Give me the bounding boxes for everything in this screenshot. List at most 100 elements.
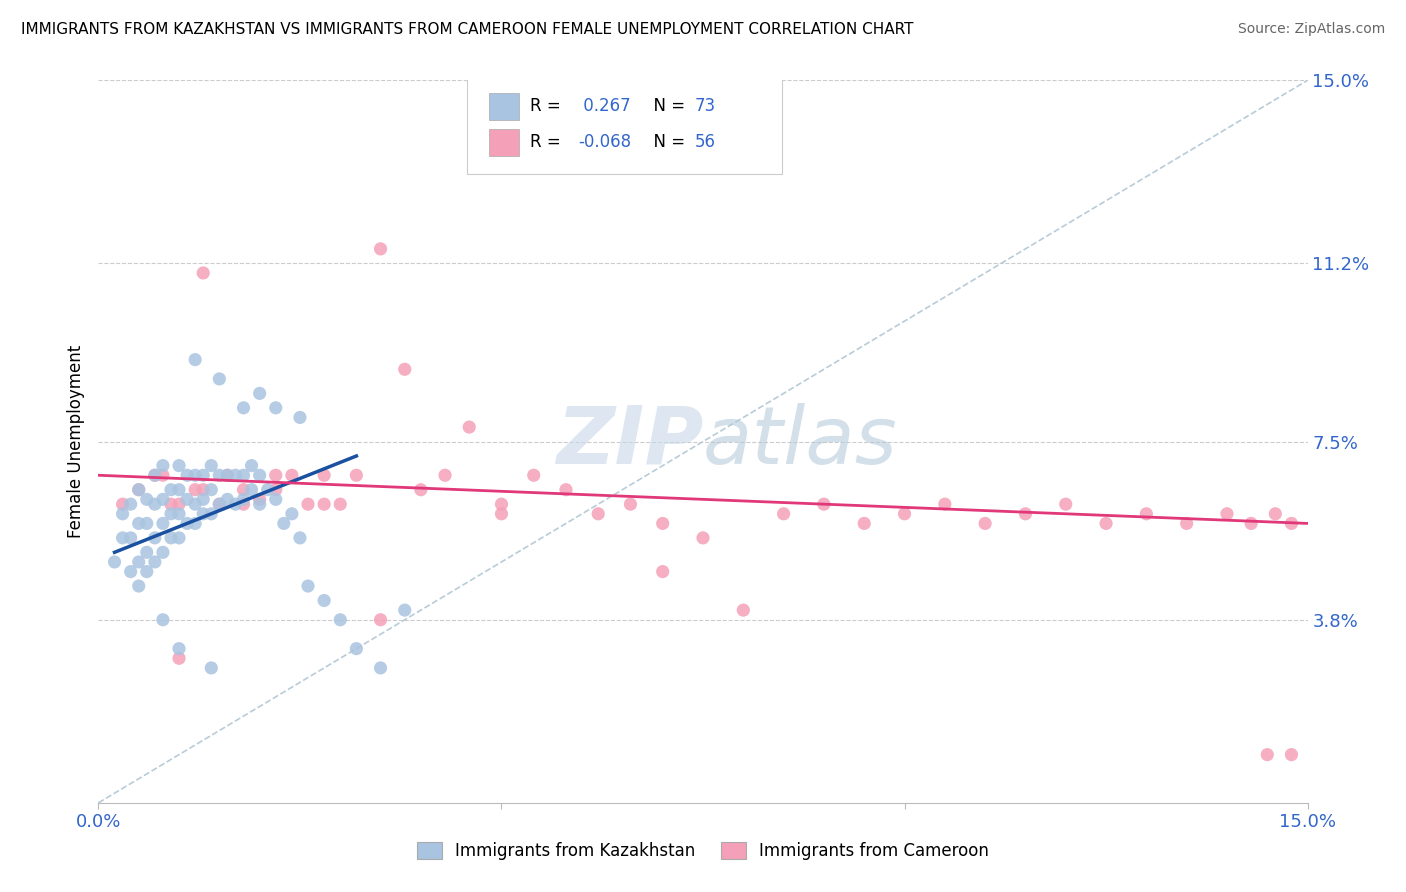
Point <box>232 492 254 507</box>
Point <box>281 507 304 521</box>
Point <box>1135 507 1157 521</box>
Point <box>1054 497 1077 511</box>
Point <box>370 242 392 256</box>
Point <box>160 507 183 521</box>
Point <box>176 492 198 507</box>
Point <box>160 497 183 511</box>
Point <box>1281 747 1303 762</box>
Point <box>523 468 546 483</box>
Point <box>1216 507 1239 521</box>
Text: 0.267: 0.267 <box>578 97 631 115</box>
Point <box>314 593 336 607</box>
Point <box>458 420 481 434</box>
Point <box>167 531 190 545</box>
Point <box>152 492 174 507</box>
Y-axis label: Female Unemployment: Female Unemployment <box>66 345 84 538</box>
Text: -0.068: -0.068 <box>578 134 631 152</box>
Point <box>135 516 157 531</box>
Point <box>409 483 432 497</box>
Point <box>893 507 915 521</box>
Point <box>249 492 271 507</box>
Point <box>167 651 190 665</box>
Point <box>143 468 166 483</box>
Text: R =: R = <box>530 134 567 152</box>
Point <box>167 458 190 473</box>
Point <box>555 483 578 497</box>
Point <box>128 483 150 497</box>
Text: N =: N = <box>643 134 690 152</box>
Point <box>232 497 254 511</box>
Text: atlas: atlas <box>703 402 898 481</box>
Point <box>176 468 198 483</box>
Point <box>370 613 392 627</box>
Point <box>176 516 198 531</box>
Point <box>200 458 222 473</box>
Point <box>297 497 319 511</box>
Point <box>491 497 513 511</box>
Point <box>143 555 166 569</box>
Point <box>160 483 183 497</box>
Point <box>120 531 142 545</box>
Legend: Immigrants from Kazakhstan, Immigrants from Cameroon: Immigrants from Kazakhstan, Immigrants f… <box>411 835 995 867</box>
Point <box>193 468 215 483</box>
Point <box>329 613 352 627</box>
Point <box>111 507 134 521</box>
Point <box>103 555 125 569</box>
Point <box>288 410 311 425</box>
Point <box>135 492 157 507</box>
Text: 56: 56 <box>695 134 716 152</box>
Point <box>733 603 755 617</box>
Text: ZIP: ZIP <box>555 402 703 481</box>
Point <box>288 531 311 545</box>
Point <box>184 497 207 511</box>
Point <box>1014 507 1036 521</box>
Point <box>394 362 416 376</box>
Point <box>167 507 190 521</box>
Point <box>167 497 190 511</box>
Point <box>217 468 239 483</box>
Point <box>344 468 367 483</box>
Point <box>128 483 150 497</box>
Point <box>193 492 215 507</box>
Point <box>217 492 239 507</box>
Point <box>128 555 150 569</box>
Point <box>208 468 231 483</box>
Point <box>111 497 134 511</box>
Point <box>853 516 876 531</box>
Point <box>249 468 271 483</box>
Point <box>1281 516 1303 531</box>
Point <box>240 458 263 473</box>
FancyBboxPatch shape <box>467 77 782 174</box>
Point <box>232 401 254 415</box>
Point <box>200 483 222 497</box>
Point <box>813 497 835 511</box>
Point <box>111 531 134 545</box>
Point <box>208 372 231 386</box>
Point <box>120 497 142 511</box>
Point <box>232 483 254 497</box>
Point <box>619 497 641 511</box>
Point <box>1264 507 1286 521</box>
Point <box>120 565 142 579</box>
Point <box>152 468 174 483</box>
Point <box>314 497 336 511</box>
Point <box>208 497 231 511</box>
Point <box>184 483 207 497</box>
Text: R =: R = <box>530 97 567 115</box>
Point <box>297 579 319 593</box>
Point <box>586 507 609 521</box>
Point <box>264 401 287 415</box>
Point <box>394 603 416 617</box>
Point <box>193 483 215 497</box>
Point <box>934 497 956 511</box>
Point <box>1240 516 1263 531</box>
Point <box>224 468 246 483</box>
Point <box>128 579 150 593</box>
Point <box>1175 516 1198 531</box>
Point <box>264 468 287 483</box>
Point <box>184 352 207 367</box>
Point <box>200 507 222 521</box>
Point <box>217 468 239 483</box>
Point <box>160 531 183 545</box>
Point <box>264 483 287 497</box>
